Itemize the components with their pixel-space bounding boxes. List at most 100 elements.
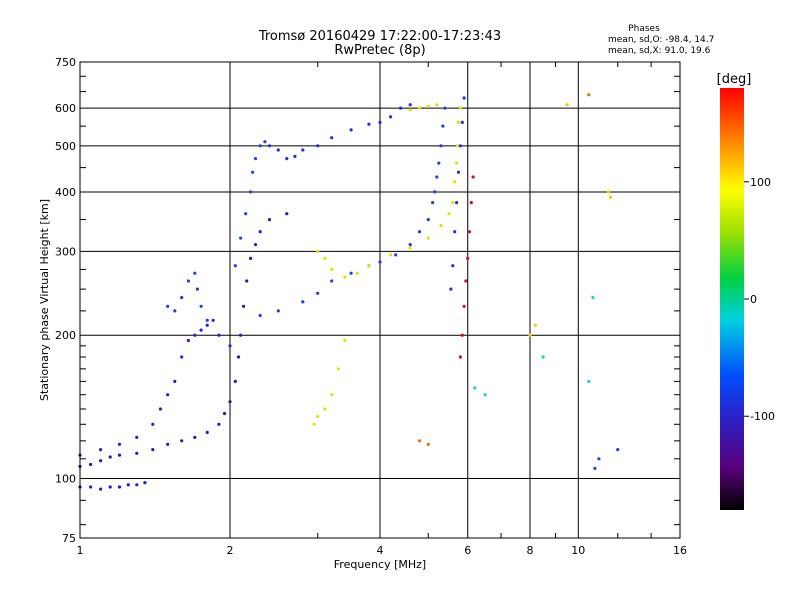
data-point [117, 485, 122, 489]
colorbar-tick-label: 100 [750, 176, 771, 189]
data-point [205, 318, 209, 322]
data-point [460, 120, 464, 124]
data-point [99, 448, 103, 452]
data-point [135, 435, 139, 439]
data-point [263, 140, 267, 144]
chart-subtitle: RwPretec (8p) [334, 43, 425, 58]
data-point [151, 422, 155, 426]
phase-info: Phases mean, sd,O: -98.4, 14.7 mean, sd,… [608, 24, 714, 56]
x-tick-label: 6 [464, 544, 471, 557]
data-point [258, 230, 262, 234]
data-point [330, 279, 334, 283]
data-point [462, 304, 466, 308]
data-point [417, 106, 422, 110]
phase-colorbar: [deg] 100 0 -100 [717, 72, 775, 510]
data-point [426, 236, 430, 240]
data-point [417, 230, 422, 234]
data-point [316, 414, 320, 419]
data-point [433, 190, 437, 194]
plot-area: 1 2 4 6 8 10 16 75 100 200 300 400 500 600 750 [55, 56, 687, 557]
data-point [228, 400, 232, 404]
data-point [205, 323, 209, 327]
x-tick-label: 2 [227, 544, 234, 557]
data-point [471, 175, 475, 179]
data-point [233, 264, 237, 268]
data-point [166, 304, 170, 308]
data-point [587, 93, 591, 97]
data-point [541, 355, 545, 359]
data-point [99, 459, 103, 463]
data-point [473, 386, 477, 390]
y-axis-ticks: 75 100 200 300 400 500 600 750 [55, 56, 680, 545]
data-point [439, 144, 443, 148]
data-point [276, 148, 280, 152]
data-point [464, 279, 468, 283]
colorbar-gradient [720, 88, 744, 510]
data-point [199, 304, 203, 308]
data-point [587, 379, 591, 383]
plot-frame [79, 61, 681, 539]
data-point [193, 271, 197, 275]
x-tick-label: 1 [77, 544, 84, 557]
data-point [205, 430, 209, 434]
data-point [458, 355, 462, 359]
y-tick-label: 600 [55, 102, 76, 115]
data-point [186, 279, 190, 283]
data-point [528, 333, 532, 337]
data-point [239, 333, 243, 337]
data-point [253, 157, 258, 161]
data-point [211, 318, 215, 322]
data-point [330, 393, 334, 397]
data-point [408, 243, 412, 247]
data-point [199, 328, 203, 332]
data-point [143, 481, 147, 485]
data-point [343, 338, 347, 343]
x-axis-label: Frequency [MHz] [334, 558, 426, 571]
data-point [455, 161, 459, 165]
y-tick-label: 400 [55, 186, 76, 199]
data-point [447, 212, 451, 216]
y-tick-label: 100 [55, 473, 76, 486]
data-point [323, 407, 327, 411]
colorbar-tick-label: -100 [750, 410, 775, 423]
y-tick-label: 75 [62, 532, 76, 545]
data-point [426, 104, 430, 108]
data-point [439, 223, 443, 228]
data-point [349, 271, 353, 275]
title-group: Tromsø 20160429 17:22:00-17:23:43 RwPret… [258, 29, 501, 58]
data-point [135, 451, 139, 455]
data-point [469, 201, 473, 205]
data-point [173, 309, 177, 313]
data-point [180, 439, 184, 443]
data-point [99, 487, 103, 491]
data-point [408, 108, 412, 112]
phase-info-o: mean, sd,O: -98.4, 14.7 [608, 35, 714, 45]
x-tick-label: 10 [571, 544, 585, 557]
data-point [466, 256, 470, 260]
data-point [108, 455, 112, 459]
y-axis-label: Stationary phase Virtual Height [km] [38, 199, 51, 401]
data-point [316, 144, 320, 148]
data-point [343, 275, 347, 279]
data-point [166, 393, 170, 397]
data-point [323, 256, 327, 260]
data-point [455, 144, 459, 148]
data-point [180, 295, 184, 300]
data-point [151, 448, 155, 452]
colorbar-label: [deg] [717, 72, 752, 87]
y-tick-label: 200 [55, 329, 76, 342]
data-point [195, 287, 199, 291]
data-point [336, 367, 340, 371]
data-point [222, 411, 227, 416]
data-point [108, 485, 112, 489]
data-point [239, 236, 243, 240]
data-point [597, 457, 601, 461]
data-point [399, 106, 403, 110]
phase-info-x: mean, sd,X: 91.0, 19.6 [608, 46, 711, 56]
data-point [389, 253, 393, 257]
data-point [267, 144, 272, 148]
data-point [389, 115, 393, 119]
y-tick-label: 300 [55, 245, 76, 258]
data-point [437, 161, 441, 165]
